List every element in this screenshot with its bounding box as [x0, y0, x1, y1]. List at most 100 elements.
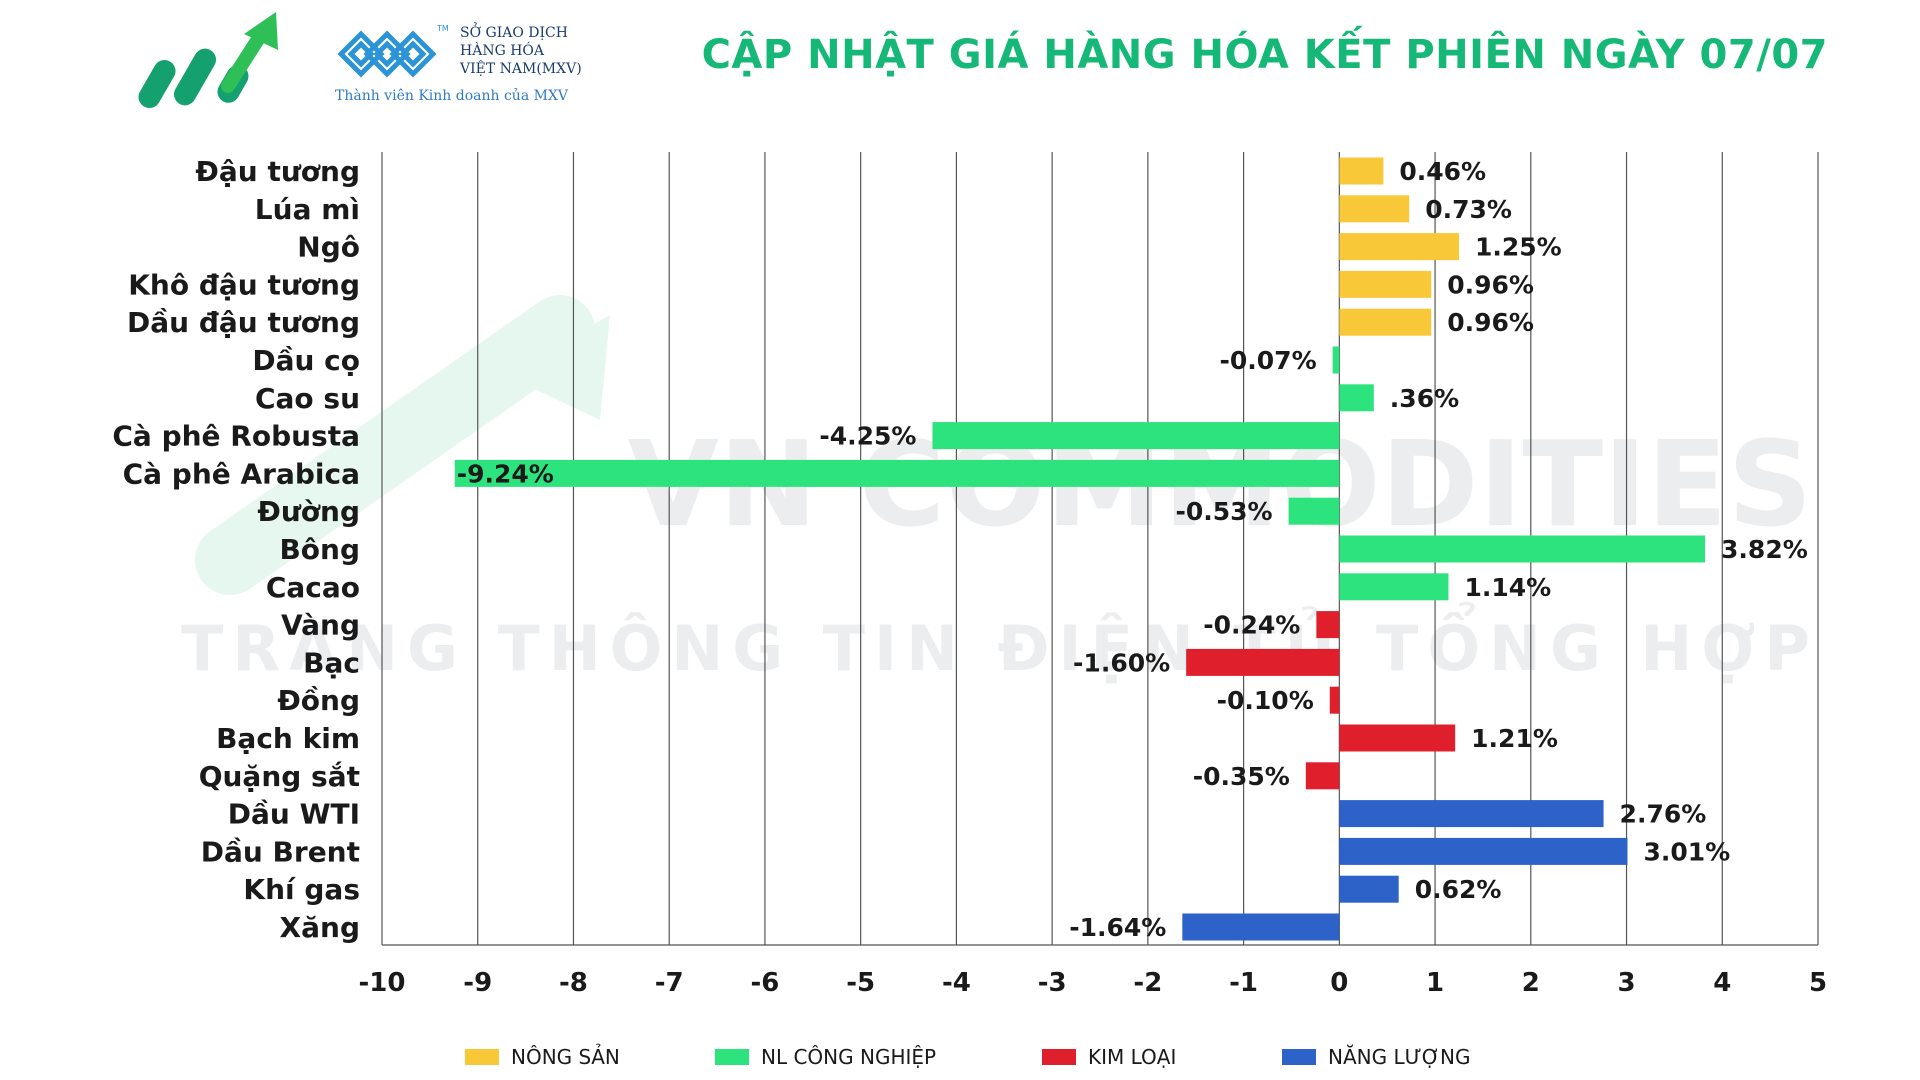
bar	[932, 422, 1340, 450]
mxv-logo-block: TM SỞ GIAO DỊCH HÀNG HÓA VIỆT NAM(MXV) T…	[335, 20, 582, 110]
value-label: 1.14%	[1464, 573, 1551, 602]
mxv-logo-icon	[337, 30, 437, 78]
value-labels: 0.46% 0.73% 1.25% 0.96% 0.96% -0.07% .36% -4.25…	[457, 157, 1808, 942]
value-label: -0.35%	[1193, 762, 1290, 791]
category-label: Cà phê Robusta	[112, 420, 360, 453]
category-labels: Đậu tương Lúa mì Ngô Khô đậu tương Dầu đậu t…	[112, 155, 360, 944]
value-label: 0.46%	[1399, 157, 1486, 186]
bar	[1339, 800, 1604, 828]
bar	[1288, 497, 1340, 525]
category-label: Khí gas	[243, 873, 360, 906]
category-label: Đồng	[277, 684, 360, 717]
value-label: 3.01%	[1643, 837, 1730, 866]
category-label: Dầu cọ	[252, 344, 360, 377]
bar	[1182, 913, 1340, 941]
trademark-mark: TM	[437, 24, 449, 33]
x-tick-label: 1	[1426, 968, 1444, 998]
exchange-name-line1: SỞ GIAO DỊCH	[460, 25, 568, 41]
bar	[1339, 384, 1374, 412]
value-label: 1.25%	[1475, 233, 1562, 262]
x-tick-label: 5	[1809, 968, 1827, 998]
category-label: Vàng	[281, 609, 360, 642]
category-label: Dầu Brent	[201, 835, 360, 868]
bar	[1339, 157, 1384, 185]
x-tick-label: 3	[1617, 968, 1635, 998]
category-label: Lúa mì	[255, 193, 360, 226]
category-label: Dầu WTI	[228, 798, 360, 831]
legend-item: KIM LOẠI	[1042, 1045, 1176, 1069]
value-label: .36%	[1390, 384, 1459, 413]
bar	[1339, 233, 1459, 261]
x-tick-label: -7	[655, 968, 684, 998]
category-label: Khô đậu tương	[128, 268, 360, 301]
x-tick-label: 2	[1522, 968, 1540, 998]
value-label: -9.24%	[457, 459, 554, 488]
legend-swatch	[1282, 1049, 1316, 1065]
value-label: -1.60%	[1073, 648, 1170, 677]
exchange-name-line2: HÀNG HÓA	[460, 43, 544, 59]
legend-swatch	[715, 1049, 749, 1065]
value-label: 1.21%	[1471, 724, 1558, 753]
x-tick-label: -9	[463, 968, 492, 998]
bar	[1339, 837, 1628, 865]
x-tick-label: -4	[942, 968, 971, 998]
x-tick-label: -8	[559, 968, 588, 998]
bar	[1339, 270, 1432, 298]
value-label: 0.62%	[1415, 875, 1502, 904]
bar	[454, 459, 1340, 487]
category-label: Ngô	[297, 231, 360, 264]
bar	[1329, 686, 1340, 714]
category-label: Xăng	[280, 911, 360, 944]
x-tick-label: -2	[1133, 968, 1162, 998]
bar	[1339, 308, 1432, 336]
legend-label: NL CÔNG NGHIỆP	[761, 1045, 937, 1069]
x-tick-label: -10	[359, 968, 406, 998]
category-label: Bạc	[303, 646, 360, 679]
legend-swatch	[1042, 1049, 1076, 1065]
legend-label: NÔNG SẢN	[511, 1045, 620, 1069]
bar	[1339, 195, 1410, 223]
category-label: Cacao	[266, 571, 360, 604]
company-logo	[138, 12, 278, 108]
x-tick-label: 4	[1713, 968, 1731, 998]
category-label: Bông	[279, 533, 360, 566]
category-label: Bạch kim	[216, 722, 360, 755]
bar	[1316, 611, 1340, 639]
bar	[1186, 648, 1340, 676]
value-label: 2.76%	[1620, 800, 1707, 829]
category-label: Cao su	[255, 382, 360, 415]
legend-swatch	[465, 1049, 499, 1065]
value-label: -4.25%	[819, 422, 916, 451]
value-label: 0.96%	[1447, 270, 1534, 299]
watermark-arrow-icon	[195, 295, 595, 595]
member-caption: Thành viên Kinh doanh của MXV	[335, 88, 569, 104]
watermark-arrow-head-icon	[505, 315, 610, 420]
legend-item: NL CÔNG NGHIỆP	[715, 1045, 936, 1069]
x-tick-label: -3	[1038, 968, 1067, 998]
category-label: Quặng sắt	[199, 760, 360, 793]
logo-arrow-icon	[221, 12, 278, 93]
value-label: 3.82%	[1721, 535, 1808, 564]
x-tick-label: -5	[846, 968, 875, 998]
x-tick-label: -1	[1229, 968, 1258, 998]
category-label: Dầu đậu tương	[127, 306, 360, 339]
legend-label: NĂNG LƯỢNG	[1328, 1045, 1471, 1069]
x-axis-ticks: -10 -9 -8 -7 -6 -5 -4 -3 -2 -1 0 1 2 3 4 5	[359, 968, 1828, 998]
category-label: Cà phê Arabica	[123, 457, 360, 490]
x-tick-label: -6	[750, 968, 779, 998]
value-label: -0.07%	[1220, 346, 1317, 375]
category-label: Đường	[257, 495, 360, 528]
watermark: VN COMMODITIES TRANG THÔNG TIN ĐIỆN TỬ T…	[181, 295, 1813, 685]
value-label: -1.64%	[1069, 913, 1166, 942]
exchange-name-line3: VIỆT NAM(MXV)	[460, 61, 582, 77]
value-label: 0.73%	[1425, 195, 1512, 224]
category-label: Đậu tương	[195, 155, 360, 188]
bar	[1339, 535, 1706, 563]
value-label: -0.53%	[1175, 497, 1272, 526]
bar	[1339, 724, 1456, 752]
legend-item: NÔNG SẢN	[465, 1045, 620, 1069]
legend-item: NĂNG LƯỢNG	[1282, 1045, 1470, 1069]
page-title: CẬP NHẬT GIÁ HÀNG HÓA KẾT PHIÊN NGÀY 07/…	[701, 32, 1828, 78]
